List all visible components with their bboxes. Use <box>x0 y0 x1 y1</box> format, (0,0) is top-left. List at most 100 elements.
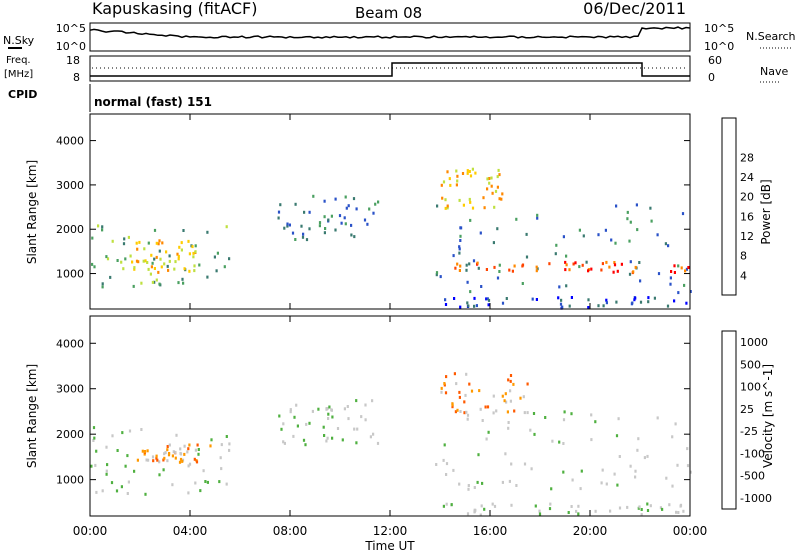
heatmap-cell <box>494 189 498 193</box>
heatmap-cell <box>194 250 197 254</box>
heatmap-cell <box>551 439 554 443</box>
colorbar-tick-label: 25 <box>740 403 754 416</box>
heatmap-cell <box>478 389 481 393</box>
heatmap-cell <box>97 224 100 228</box>
heatmap-cell <box>105 472 108 476</box>
heatmap-cell <box>318 221 322 225</box>
heatmap-cell <box>616 269 619 273</box>
heatmap-cell <box>294 202 297 206</box>
heatmap-cell <box>673 271 676 274</box>
heatmap-cell <box>199 489 202 493</box>
heatmap-cell <box>590 413 593 417</box>
heatmap-cell <box>507 426 510 430</box>
heatmap-cell <box>496 185 499 189</box>
heatmap-cell <box>179 447 182 451</box>
heatmap-cell <box>90 464 93 468</box>
heatmap-cell <box>225 225 228 229</box>
heatmap-cell <box>308 210 311 214</box>
heatmap-cell <box>668 503 671 507</box>
heatmap-cell <box>639 300 643 304</box>
heatmap-cell <box>667 244 670 248</box>
y-tick-label: 2000 <box>56 428 84 441</box>
heatmap-cell <box>635 203 638 207</box>
heatmap-cell <box>578 265 581 269</box>
heatmap-cell <box>171 454 174 458</box>
noise-tick-low-right: 10^0 <box>704 40 734 53</box>
heatmap-cell <box>481 419 484 422</box>
heatmap-cell <box>347 417 350 421</box>
heatmap-cell <box>166 445 169 448</box>
heatmap-cell <box>168 254 171 258</box>
heatmap-cell <box>187 239 190 243</box>
heatmap-cell <box>614 241 617 245</box>
power-colorbar-label: Power [dB] <box>759 179 773 244</box>
heatmap-cell <box>228 448 231 452</box>
heatmap-cell <box>110 481 114 485</box>
heatmap-cell <box>101 228 104 232</box>
heatmap-cell <box>456 174 459 178</box>
heatmap-cell <box>671 435 674 439</box>
heatmap-cell <box>562 235 565 239</box>
heatmap-cell <box>501 480 504 484</box>
heatmap-cell <box>144 259 147 263</box>
heatmap-cell <box>178 245 181 249</box>
heatmap-cell <box>465 268 468 272</box>
heatmap-cell <box>168 452 171 455</box>
heatmap-cell <box>465 410 468 414</box>
heatmap-cell <box>459 234 462 238</box>
heatmap-cell <box>446 170 449 174</box>
heatmap-cell <box>283 226 286 230</box>
heatmap-cell <box>548 262 551 266</box>
heatmap-cell <box>610 238 613 242</box>
heatmap-cell <box>687 266 690 269</box>
colorbar-tick-label: 20 <box>740 191 754 204</box>
heatmap-cell <box>633 298 636 302</box>
heatmap-cell <box>328 405 331 409</box>
heatmap-cell <box>564 268 567 272</box>
heatmap-cell <box>602 304 605 308</box>
heatmap-cell <box>666 304 670 308</box>
heatmap-cell <box>194 448 197 452</box>
heatmap-cell <box>435 273 438 277</box>
heatmap-cell <box>563 410 566 414</box>
noise-tick-high-left: 10^5 <box>56 22 86 35</box>
heatmap-cell <box>142 259 145 263</box>
heatmap-cell <box>283 441 286 445</box>
heatmap-cell <box>460 226 463 230</box>
heatmap-cell <box>467 304 470 308</box>
heatmap-cell <box>441 196 444 200</box>
heatmap-cell <box>151 455 155 459</box>
heatmap-cell <box>127 480 130 484</box>
heatmap-cell <box>464 393 467 397</box>
heatmap-cell <box>344 222 347 226</box>
noise-sky-line <box>89 26 691 39</box>
heatmap-cell <box>474 171 477 175</box>
heatmap-cell <box>158 460 161 464</box>
heatmap-cell <box>153 267 156 270</box>
heatmap-cell <box>675 510 678 514</box>
heatmap-cell <box>634 265 637 269</box>
heatmap-cell <box>186 450 189 454</box>
heatmap-cell <box>487 303 490 307</box>
heatmap-cell <box>188 269 191 273</box>
heatmap-cell <box>347 204 350 208</box>
heatmap-cell <box>132 284 135 288</box>
heatmap-cell <box>572 262 575 266</box>
x-tick-label: 20:00 <box>573 524 608 538</box>
heatmap-cell <box>577 504 580 508</box>
heatmap-cell <box>323 215 326 219</box>
x-tick-label: 08:00 <box>273 524 308 538</box>
heatmap-cell <box>673 264 676 268</box>
heatmap-cell <box>480 285 483 288</box>
heatmap-cell <box>594 420 597 424</box>
heatmap-cell <box>469 200 472 204</box>
heatmap-cell <box>291 231 295 235</box>
heatmap-cell <box>469 290 472 294</box>
y-tick-label: 1000 <box>56 268 84 281</box>
heatmap-cell <box>458 245 461 249</box>
heatmap-cell <box>463 400 466 404</box>
heatmap-cell <box>490 176 493 180</box>
heatmap-cell <box>135 241 138 245</box>
heatmap-cell <box>166 459 169 463</box>
heatmap-cell <box>469 174 473 178</box>
